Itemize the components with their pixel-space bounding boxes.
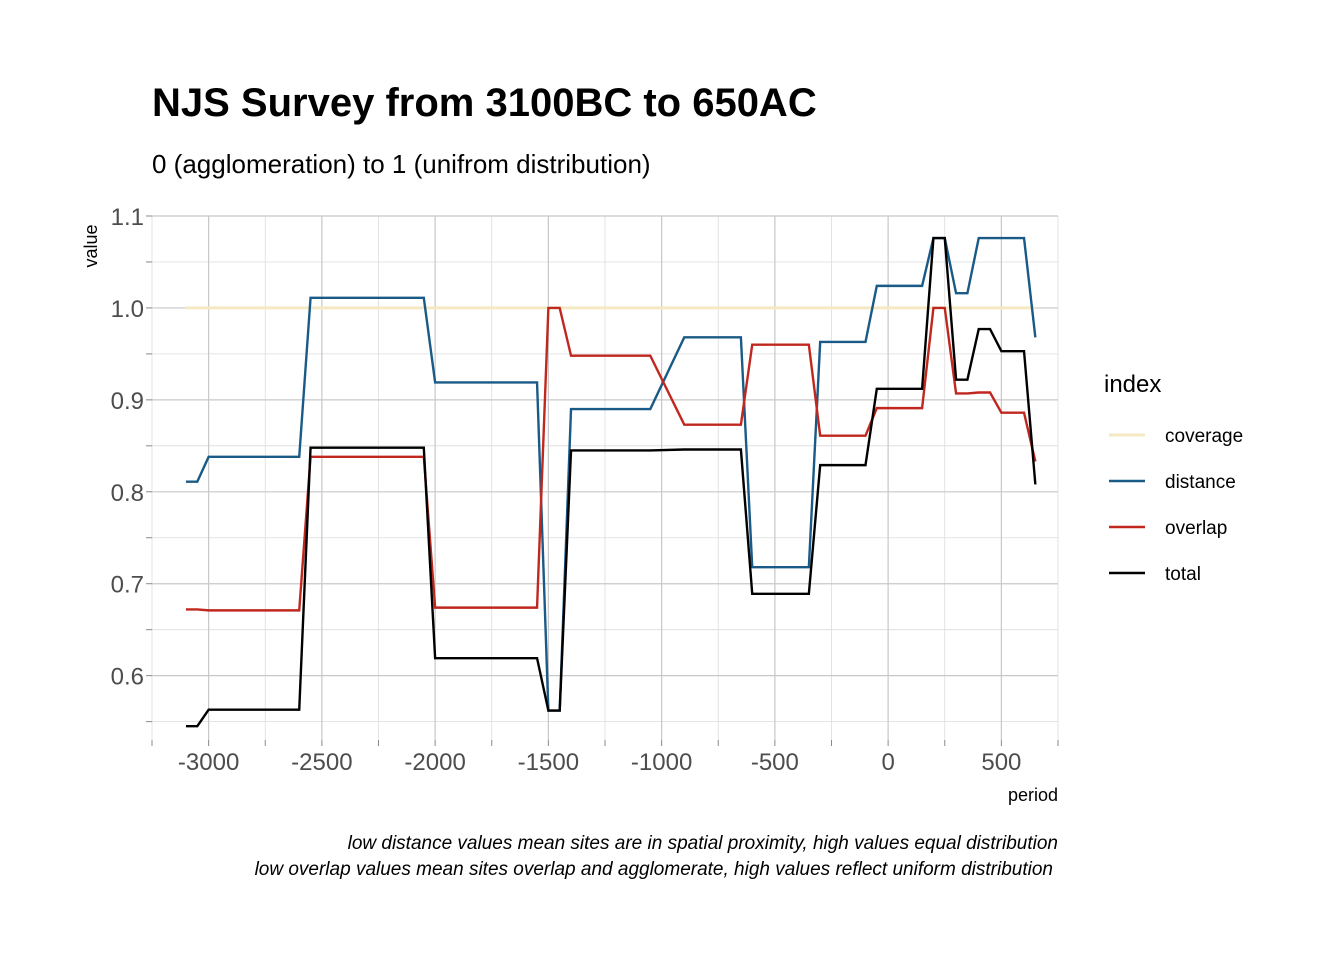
y-tick-label: 0.7 — [111, 572, 144, 599]
gridlines — [151, 215, 1059, 740]
legend-title: index — [1104, 371, 1161, 398]
y-tick-label: 0.9 — [111, 388, 144, 415]
chart-title: NJS Survey from 3100BC to 650AC — [152, 81, 817, 125]
series-line-overlap — [185, 306, 1037, 612]
x-tick-label: 0 — [881, 749, 894, 776]
y-tick-label: 1.0 — [111, 296, 144, 323]
axis-ticks: -3000 -2500 -2000 -1500 -1000 -500 0 500 0.6 0.7 0… — [111, 204, 1059, 776]
x-axis-title: period — [1008, 785, 1058, 805]
series-lines — [185, 236, 1037, 728]
legend-label-distance: distance — [1165, 472, 1236, 493]
caption-line-1: low distance values mean sites are in sp… — [348, 833, 1058, 854]
legend: index coverage distance overlap total — [1104, 371, 1243, 585]
caption-line-2: low overlap values mean sites overlap an… — [255, 859, 1053, 880]
x-tick-label: -2500 — [291, 749, 352, 776]
x-tick-label: -1500 — [518, 749, 579, 776]
plot-area: -3000 -2500 -2000 -1500 -1000 -500 0 500 0.6 0.7 0… — [111, 204, 1059, 776]
legend-label-total: total — [1165, 564, 1201, 585]
x-tick-label: -500 — [751, 749, 799, 776]
y-axis-title: value — [81, 224, 101, 267]
series-line-distance — [185, 236, 1037, 712]
x-tick-label: 500 — [981, 749, 1021, 776]
y-tick-label: 0.8 — [111, 480, 144, 507]
legend-label-overlap: overlap — [1165, 518, 1227, 539]
chart-subtitle: 0 (agglomeration) to 1 (unifrom distribu… — [152, 149, 651, 179]
y-tick-label: 1.1 — [111, 204, 144, 231]
x-tick-label: -2000 — [404, 749, 465, 776]
y-tick-label: 0.6 — [111, 664, 144, 691]
x-tick-label: -1000 — [631, 749, 692, 776]
legend-label-coverage: coverage — [1165, 426, 1243, 447]
x-tick-label: -3000 — [178, 749, 239, 776]
series-line-total — [185, 236, 1037, 728]
